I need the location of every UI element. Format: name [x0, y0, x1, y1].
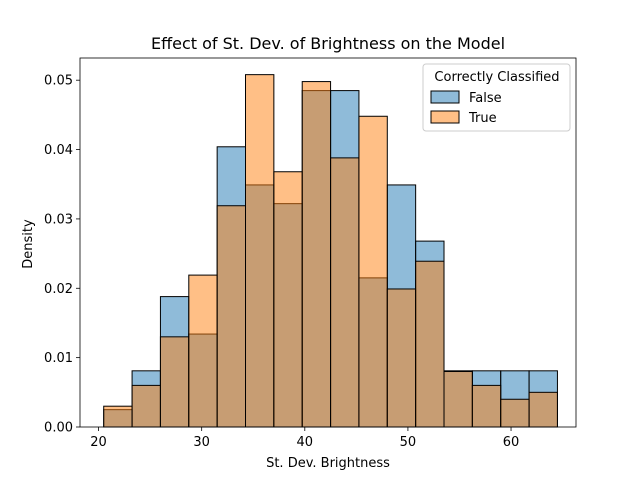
legend-swatch-true	[430, 110, 460, 124]
axes-frame	[79, 57, 577, 428]
bar-true-7	[301, 81, 332, 428]
bar-true-8	[330, 157, 360, 428]
bar-true-10	[386, 288, 417, 428]
y-tick-label-4: 0.04	[44, 143, 73, 158]
x-axis-label: St. Dev. Brightness	[266, 456, 390, 471]
x-tick-label-2: 40	[297, 435, 314, 450]
x-tick-label-4: 60	[503, 435, 520, 450]
bar-true-1	[131, 384, 161, 428]
x-tick-label-1: 30	[193, 435, 210, 450]
bar-true-11	[415, 260, 445, 428]
y-tick-label-3: 0.03	[44, 212, 73, 227]
legend: Correctly Classified False True	[422, 63, 571, 132]
y-tick-label-5: 0.05	[44, 74, 73, 89]
x-tick-label-3: 50	[400, 435, 417, 450]
bar-true-14	[500, 398, 530, 428]
bar-true-15	[528, 391, 558, 428]
legend-entries: False True	[430, 90, 502, 126]
legend-label-false: False	[469, 91, 502, 106]
bar-true-5	[245, 74, 275, 428]
y-tick-label-2: 0.02	[44, 282, 73, 297]
bar-true-6	[273, 171, 303, 428]
bar-true-0	[103, 405, 133, 428]
y-axis-label: Density	[21, 219, 36, 269]
legend-swatch-false	[430, 90, 460, 104]
legend-frame	[422, 63, 571, 132]
legend-title: Correctly Classified	[434, 70, 559, 85]
bar-true-13	[471, 384, 502, 428]
bar-true-9	[358, 115, 388, 428]
chart-title: Effect of St. Dev. of Brightness on the …	[151, 34, 505, 53]
legend-label-true: True	[468, 111, 497, 126]
series-true	[103, 74, 558, 428]
bar-true-12	[443, 371, 473, 428]
bar-true-4	[216, 205, 247, 428]
x-tick-label-0: 20	[90, 435, 107, 450]
y-tick-label-0: 0.00	[44, 421, 73, 436]
y-tick-label-1: 0.01	[44, 351, 73, 366]
plot-area: 20 30 40 50 60 0.00 0.01 0.02 0.03 0.04 0.05	[44, 57, 577, 450]
bar-true-3	[188, 274, 218, 428]
bar-true-2	[159, 336, 190, 428]
